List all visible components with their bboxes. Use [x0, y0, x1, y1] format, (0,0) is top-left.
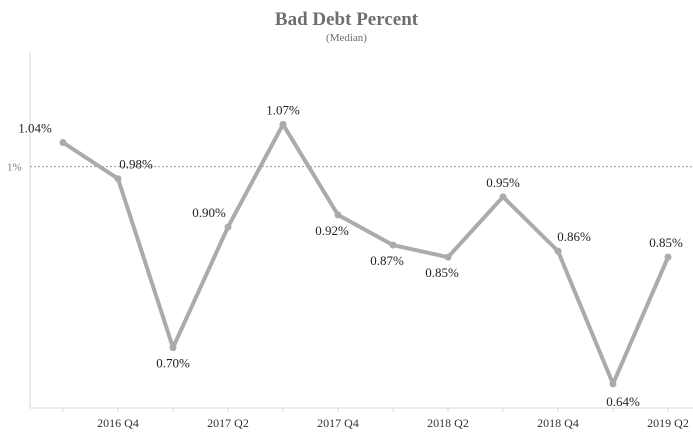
data-point: [169, 344, 177, 352]
data-point: [444, 253, 452, 261]
x-tick-label: 2019 Q2: [647, 416, 689, 430]
data-label: 0.85%: [649, 235, 683, 250]
x-tick-label: 2017 Q2: [207, 416, 249, 430]
data-point: [59, 139, 67, 147]
data-label: 0.90%: [192, 205, 226, 220]
data-label: 0.85%: [425, 265, 459, 280]
data-point: [664, 253, 672, 261]
data-label: 0.98%: [119, 157, 153, 172]
x-tick-label: 2018 Q4: [537, 416, 579, 430]
data-label: 0.95%: [486, 175, 520, 190]
chart-title: Bad Debt Percent: [274, 9, 419, 30]
series-line: [61, 122, 670, 386]
x-tick-label: 2016 Q4: [97, 416, 139, 430]
x-tick-label: 2018 Q2: [427, 416, 469, 430]
data-label: 0.64%: [606, 394, 640, 409]
reference-line-label: 1%: [7, 162, 22, 174]
data-point: [279, 120, 287, 128]
data-label: 1.07%: [266, 102, 300, 117]
data-point: [609, 380, 617, 388]
data-point: [389, 241, 397, 249]
data-point: [554, 247, 562, 255]
data-point: [334, 211, 342, 219]
data-label: 0.92%: [315, 223, 349, 238]
data-label: 0.86%: [557, 229, 591, 244]
x-tick-label: 2017 Q4: [317, 416, 359, 430]
data-point: [499, 193, 507, 201]
data-label: 1.04%: [18, 121, 52, 136]
data-label: 0.70%: [156, 356, 190, 371]
data-point: [224, 223, 232, 231]
data-label: 0.87%: [370, 253, 404, 268]
data-point: [114, 175, 122, 183]
chart-subtitle: (Median): [326, 32, 367, 44]
